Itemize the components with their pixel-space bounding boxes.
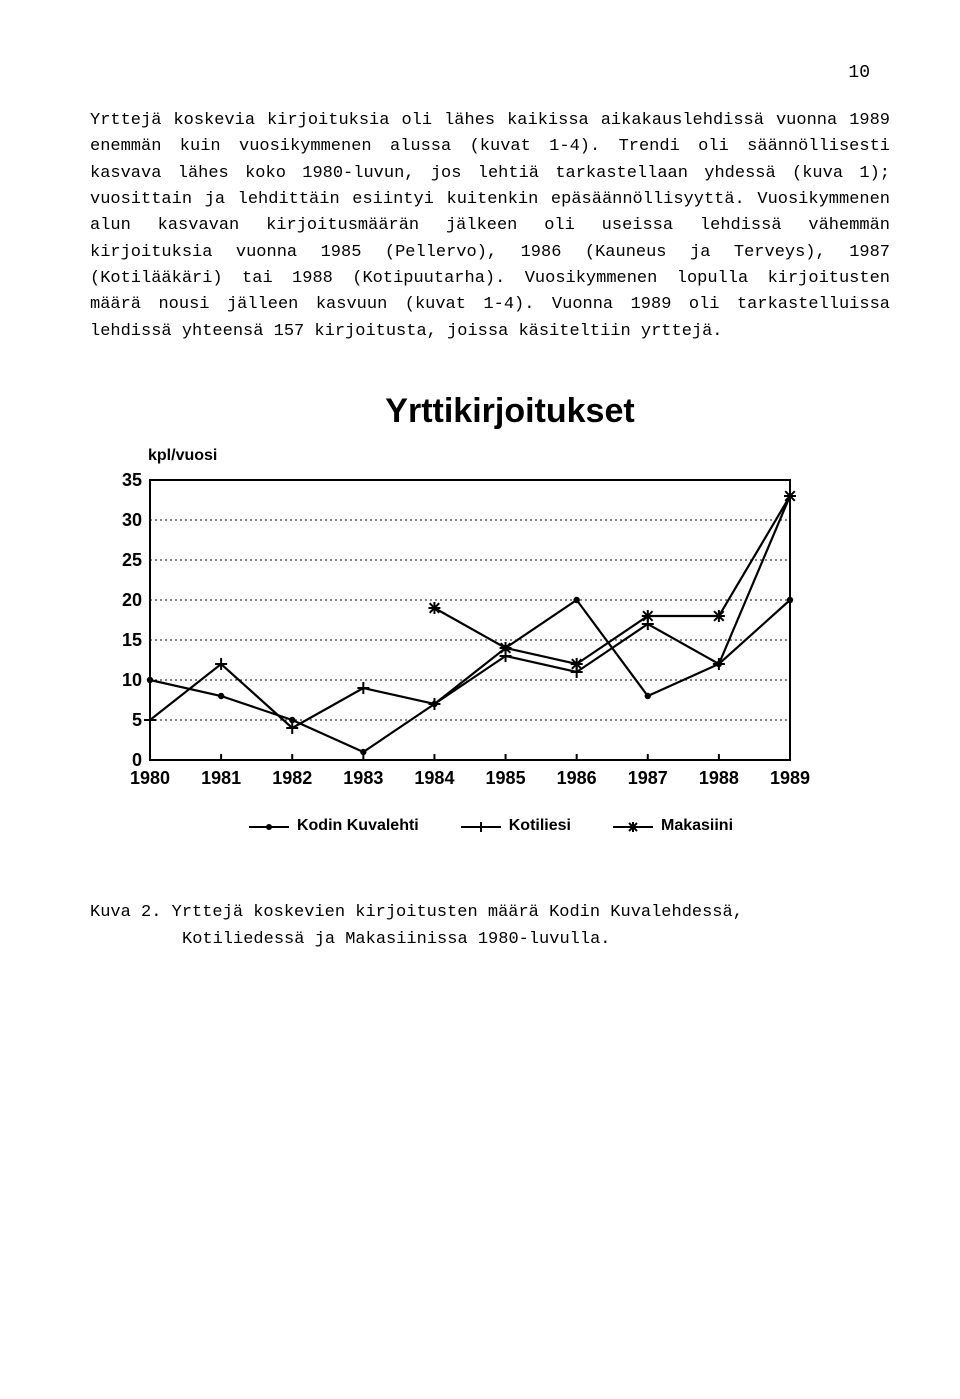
svg-text:20: 20 xyxy=(122,590,142,610)
svg-text:1981: 1981 xyxy=(201,768,241,788)
legend-label: Kodin Kuvalehti xyxy=(297,814,419,839)
chart-legend: Kodin Kuvalehti Kotiliesi Makasiini xyxy=(90,814,890,839)
svg-text:1980: 1980 xyxy=(130,768,170,788)
legend-item: Makasiini xyxy=(611,814,733,839)
page-number: 10 xyxy=(90,60,890,88)
caption-line-1: Kuva 2. Yrttejä koskevien kirjoitusten m… xyxy=(90,903,743,922)
svg-text:1984: 1984 xyxy=(414,768,454,788)
svg-text:25: 25 xyxy=(122,550,142,570)
line-chart: 0 5 10 15 20 25 30 35 1980 1981 1982 1983 1984 1985 19… xyxy=(90,470,810,800)
svg-text:1989: 1989 xyxy=(770,768,810,788)
svg-text:1983: 1983 xyxy=(343,768,383,788)
body-paragraph: Yrttejä koskevia kirjoituksia oli lähes … xyxy=(90,108,890,345)
svg-text:1986: 1986 xyxy=(557,768,597,788)
figure-caption: Kuva 2. Yrttejä koskevien kirjoitusten m… xyxy=(90,899,890,953)
legend-label: Makasiini xyxy=(661,814,733,839)
svg-text:10: 10 xyxy=(122,670,142,690)
legend-item: Kodin Kuvalehti xyxy=(247,814,419,839)
svg-text:0: 0 xyxy=(132,750,142,770)
svg-text:1987: 1987 xyxy=(628,768,668,788)
y-axis-title: kpl/vuosi xyxy=(148,444,890,469)
svg-text:1988: 1988 xyxy=(699,768,739,788)
svg-text:1982: 1982 xyxy=(272,768,312,788)
chart-container: Yrttikirjoitukset kpl/vuosi 0 5 10 15 20 25 30… xyxy=(90,385,890,839)
svg-text:30: 30 xyxy=(122,510,142,530)
svg-text:1985: 1985 xyxy=(486,768,526,788)
svg-text:15: 15 xyxy=(122,630,142,650)
svg-text:5: 5 xyxy=(132,710,142,730)
caption-line-2: Kotiliedessä ja Makasiinissa 1980-luvull… xyxy=(90,926,890,953)
svg-text:35: 35 xyxy=(122,470,142,490)
legend-item: Kotiliesi xyxy=(459,814,571,839)
chart-title: Yrttikirjoitukset xyxy=(130,385,890,438)
legend-label: Kotiliesi xyxy=(509,814,571,839)
